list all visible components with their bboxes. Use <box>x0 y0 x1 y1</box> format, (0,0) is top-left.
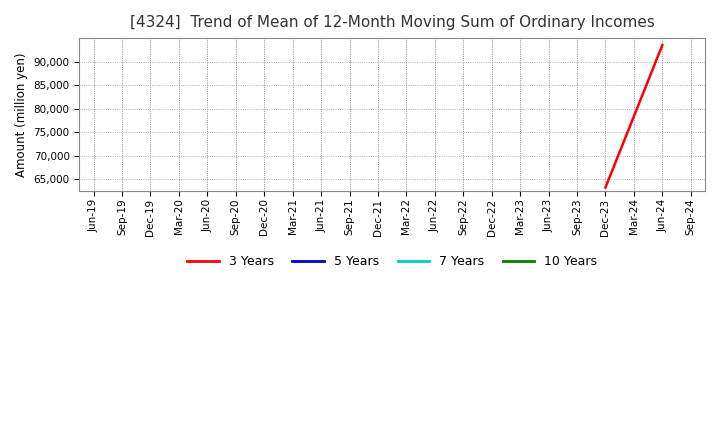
Title: [4324]  Trend of Mean of 12-Month Moving Sum of Ordinary Incomes: [4324] Trend of Mean of 12-Month Moving … <box>130 15 654 30</box>
Legend: 3 Years, 5 Years, 7 Years, 10 Years: 3 Years, 5 Years, 7 Years, 10 Years <box>182 250 602 273</box>
Y-axis label: Amount (million yen): Amount (million yen) <box>15 52 28 177</box>
